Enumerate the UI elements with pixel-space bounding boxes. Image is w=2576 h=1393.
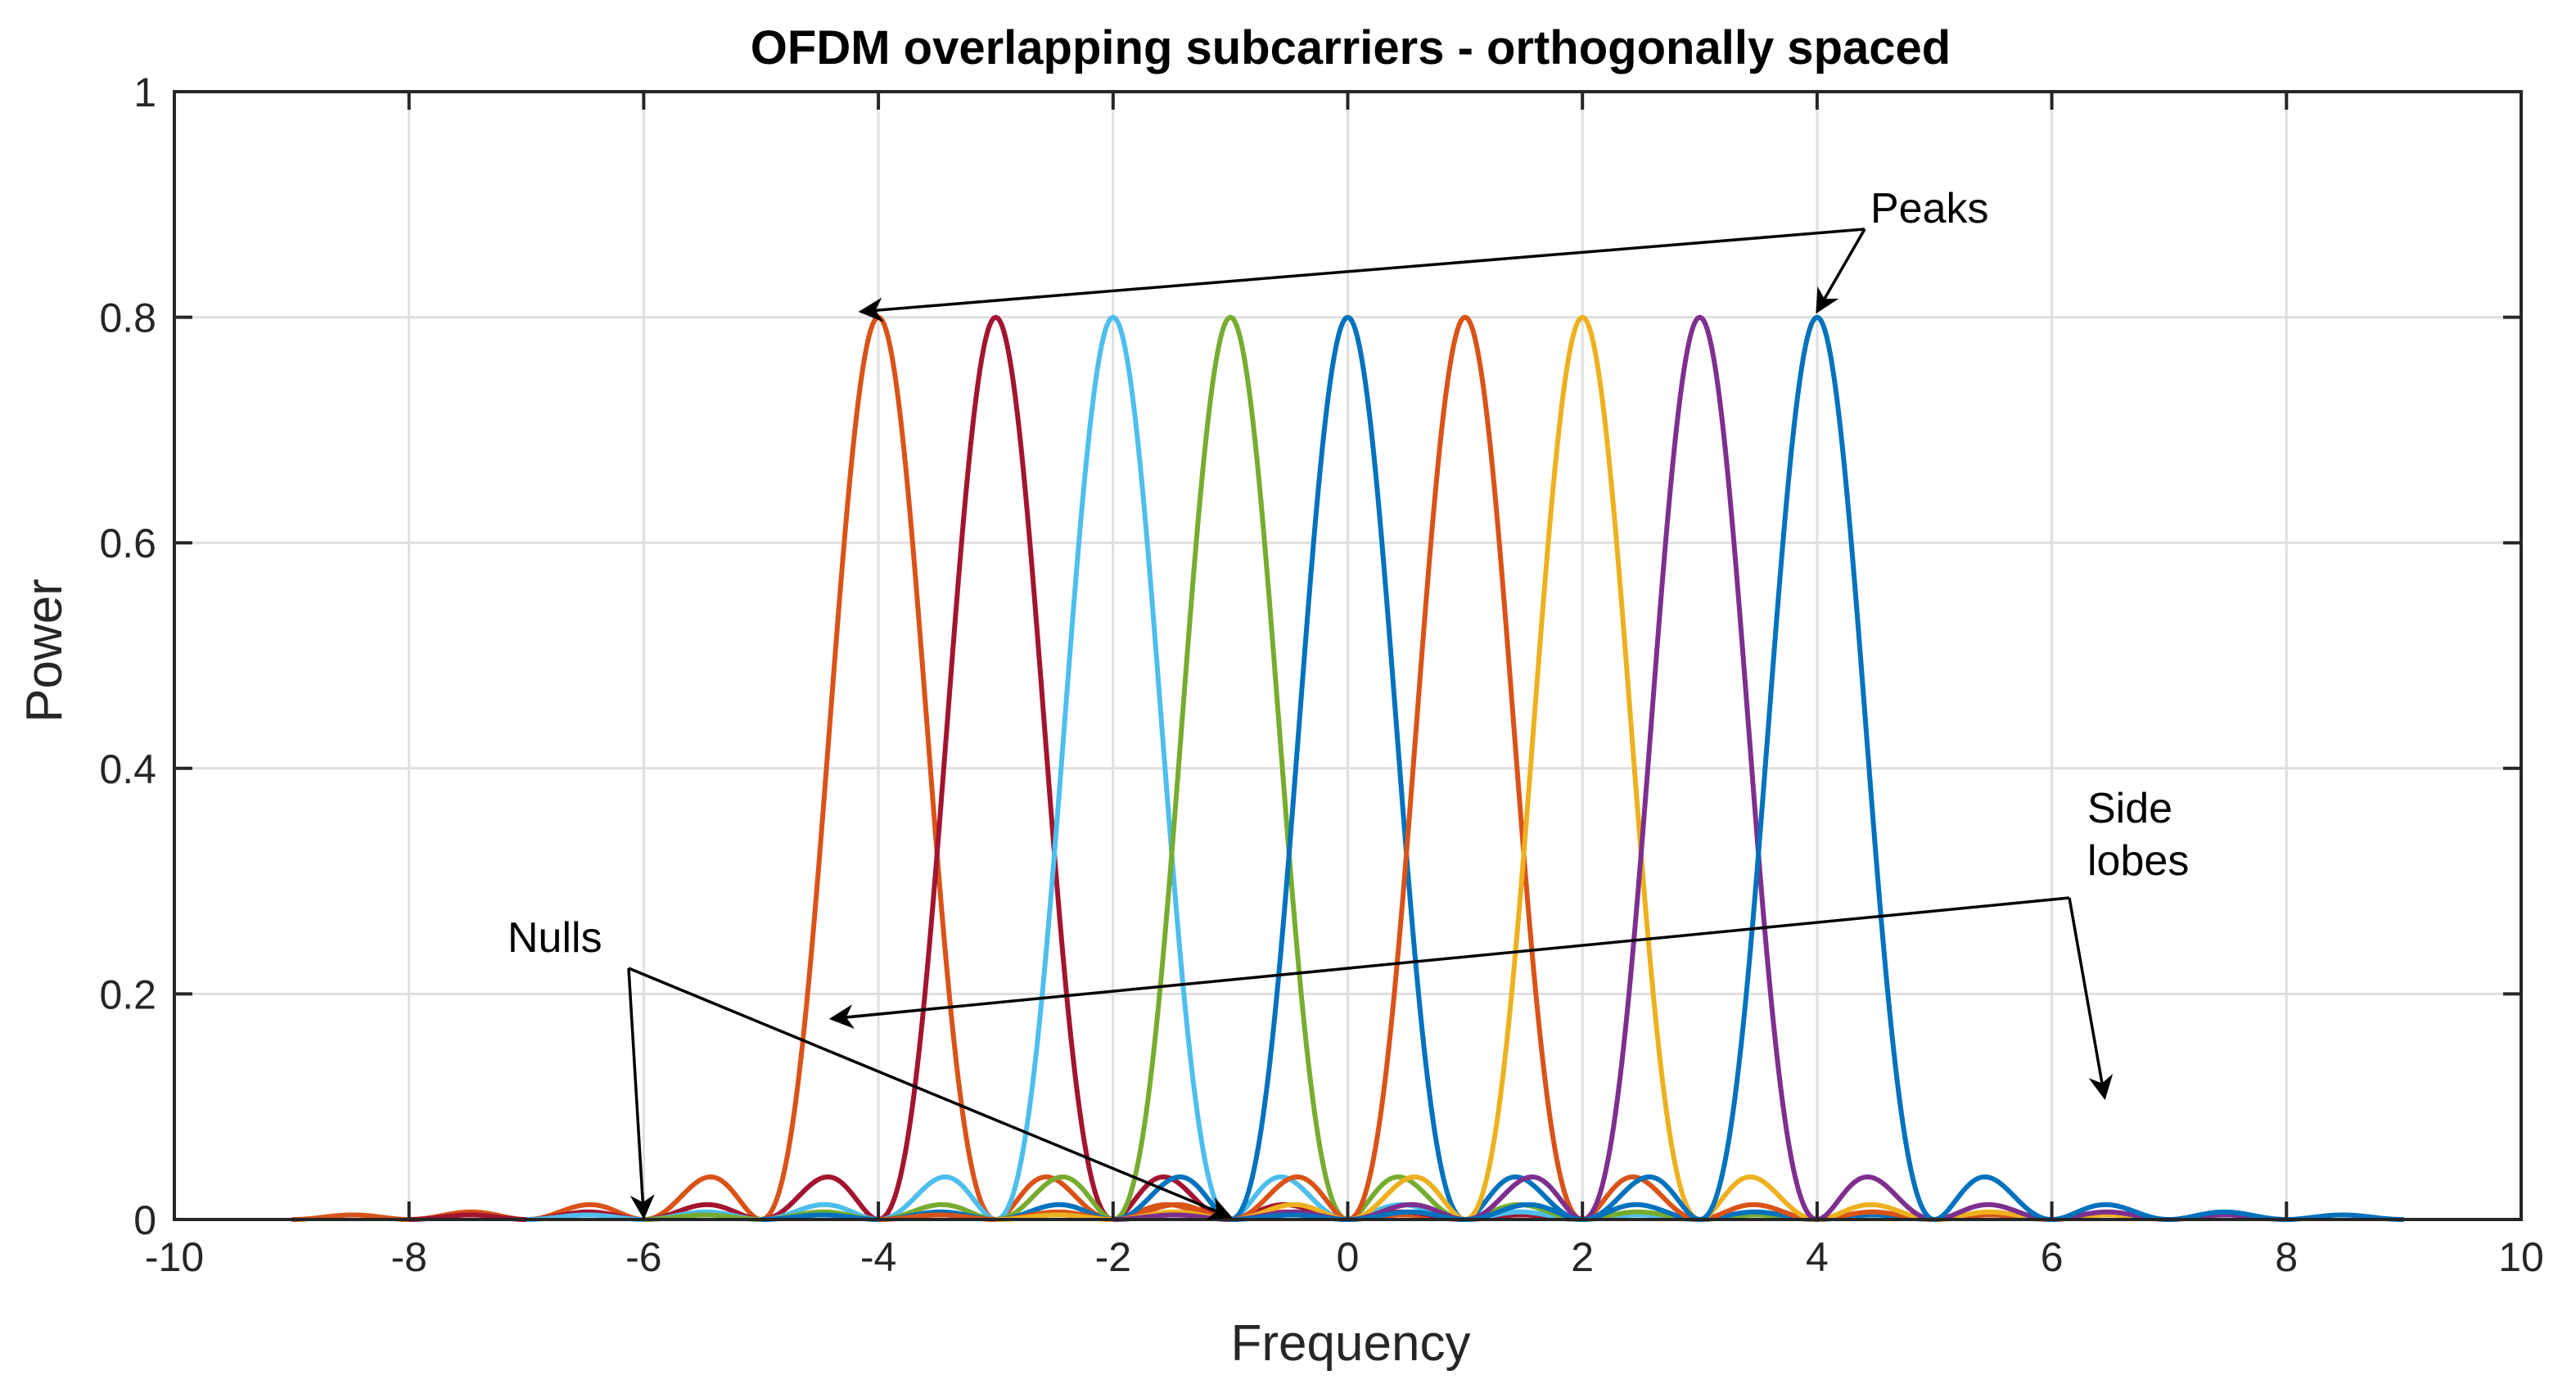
- peaks-arrow: [858, 228, 1865, 322]
- series-line-5: [760, 314, 1935, 1222]
- x-tick-label: -4: [860, 1234, 896, 1280]
- x-tick-label: 4: [1806, 1234, 1829, 1280]
- annotation-nulls: Nulls: [508, 914, 602, 962]
- x-axis-title: Frequency: [1231, 1315, 1471, 1372]
- annotations: Peaks Side lobes Nulls: [508, 185, 2189, 1220]
- x-tick-label: -6: [625, 1234, 661, 1280]
- y-tick-label: 1: [133, 70, 156, 115]
- side-lobes-line: Side: [2087, 785, 2172, 832]
- y-tick-label: 0.6: [99, 521, 156, 566]
- x-tick-label: 0: [1337, 1234, 1360, 1280]
- series-line-7: [995, 314, 2170, 1222]
- x-tick-label: 10: [2498, 1234, 2544, 1280]
- nulls-arrow: [627, 967, 655, 1219]
- annotation-peaks: Peaks: [1870, 185, 1989, 232]
- series-line-3: [526, 314, 1701, 1222]
- side-lobes-arrow: [828, 896, 2070, 1030]
- tick-labels: -10 -8 -6 -4 -2 0 2 4 6 8 10 0 0.2 0.4 0.6 0.8 1: [99, 70, 2543, 1280]
- annotation-side-lobes: Side lobes: [2087, 785, 2189, 885]
- series-line-9: [1229, 314, 2405, 1222]
- series-line-6: [877, 314, 2053, 1222]
- x-tick-label: -2: [1095, 1234, 1131, 1280]
- series-line-4: [643, 314, 1818, 1222]
- x-tick-label: 8: [2275, 1234, 2298, 1280]
- x-tick-label: -8: [390, 1234, 426, 1280]
- nulls-arrow: [628, 967, 1233, 1220]
- y-axis-title: Power: [16, 579, 73, 723]
- side-lobes-arrow: [2068, 897, 2114, 1101]
- y-tick-label: 0: [133, 1197, 156, 1243]
- y-tick-label: 0.4: [99, 746, 156, 792]
- y-tick-label: 0.8: [99, 295, 156, 341]
- x-tick-label: 6: [2041, 1234, 2064, 1280]
- y-tick-label: 0.2: [99, 971, 156, 1017]
- series-line-8: [1112, 314, 2287, 1222]
- x-tick-label: 2: [1571, 1234, 1594, 1280]
- side-lobes-line: lobes: [2087, 837, 2189, 885]
- peaks-arrow: [1816, 228, 1866, 314]
- chart-title: OFDM overlapping subcarriers - orthogona…: [751, 21, 1951, 74]
- x-tick-label: -10: [145, 1234, 204, 1280]
- axes: [173, 90, 2523, 1221]
